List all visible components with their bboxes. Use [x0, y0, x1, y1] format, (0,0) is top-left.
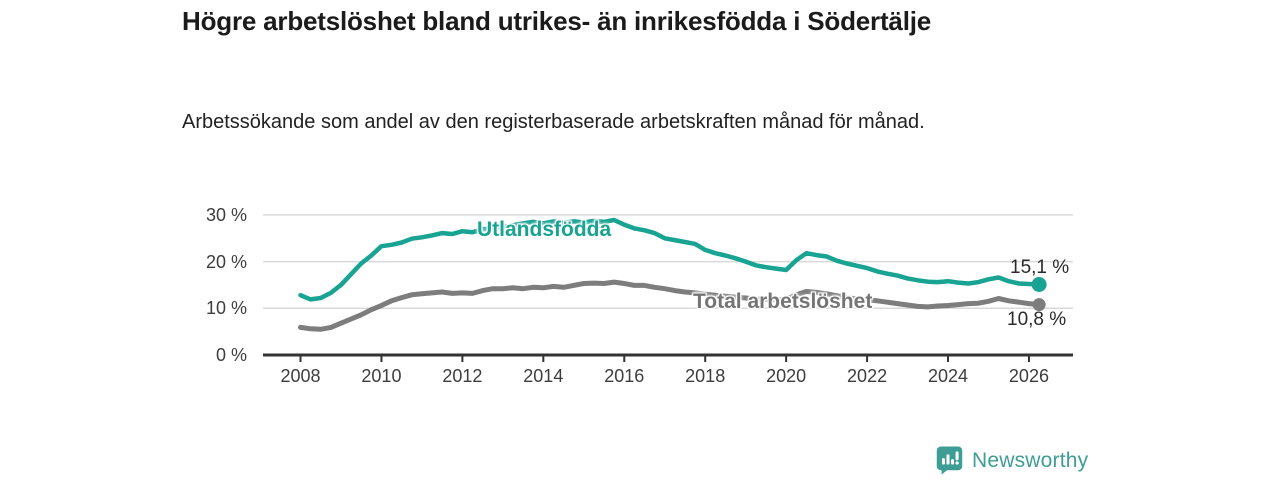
end-value-label-total: 10,8 % [1007, 309, 1067, 330]
x-tick-label: 2020 [766, 366, 807, 386]
chart-subtitle: Arbetssökande som andel av den registerb… [182, 111, 925, 133]
x-tick-label: 2026 [1008, 366, 1049, 386]
series-end-dot-utlandsfodda [1031, 277, 1047, 292]
newsworthy-logo: Newsworthy [936, 446, 1088, 475]
x-tick-label: 2010 [361, 366, 402, 386]
newsworthy-brand-name: Newsworthy [972, 448, 1089, 472]
series-line-utlandsfodda [298, 217, 1042, 302]
x-tick-label: 2016 [604, 366, 645, 386]
series-end-dot-total [1032, 298, 1046, 312]
y-tick-label: 0 % [215, 345, 247, 365]
end-value-label-utlandsfodda: 15,1 % [1010, 257, 1070, 278]
gridlines [263, 214, 1073, 310]
series-line-total [298, 279, 1042, 332]
x-tick-label: 2008 [280, 366, 321, 386]
newsworthy-bar-chart-bubble-icon [936, 446, 963, 475]
x-tick-label: 2024 [927, 366, 969, 386]
y-tick-label: 20 % [205, 251, 247, 272]
x-tick-label: 2012 [442, 366, 483, 386]
series-label-total: Total arbetslöshet [693, 290, 873, 313]
series-label-utlandsfodda: Utlandsfödda [477, 218, 612, 241]
y-tick-label: 10 % [205, 298, 247, 319]
x-tick-label: 2022 [847, 366, 888, 386]
x-tick-label: 2018 [685, 366, 726, 386]
page-title: Högre arbetslöshet bland utrikes- än inr… [182, 6, 932, 36]
y-tick-label: 30 % [205, 204, 247, 225]
x-tick-label: 2014 [523, 366, 564, 386]
